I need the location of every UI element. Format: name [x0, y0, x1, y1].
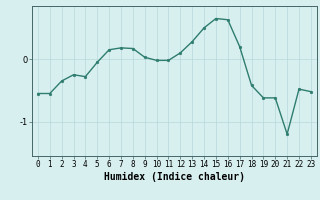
X-axis label: Humidex (Indice chaleur): Humidex (Indice chaleur) — [104, 172, 245, 182]
